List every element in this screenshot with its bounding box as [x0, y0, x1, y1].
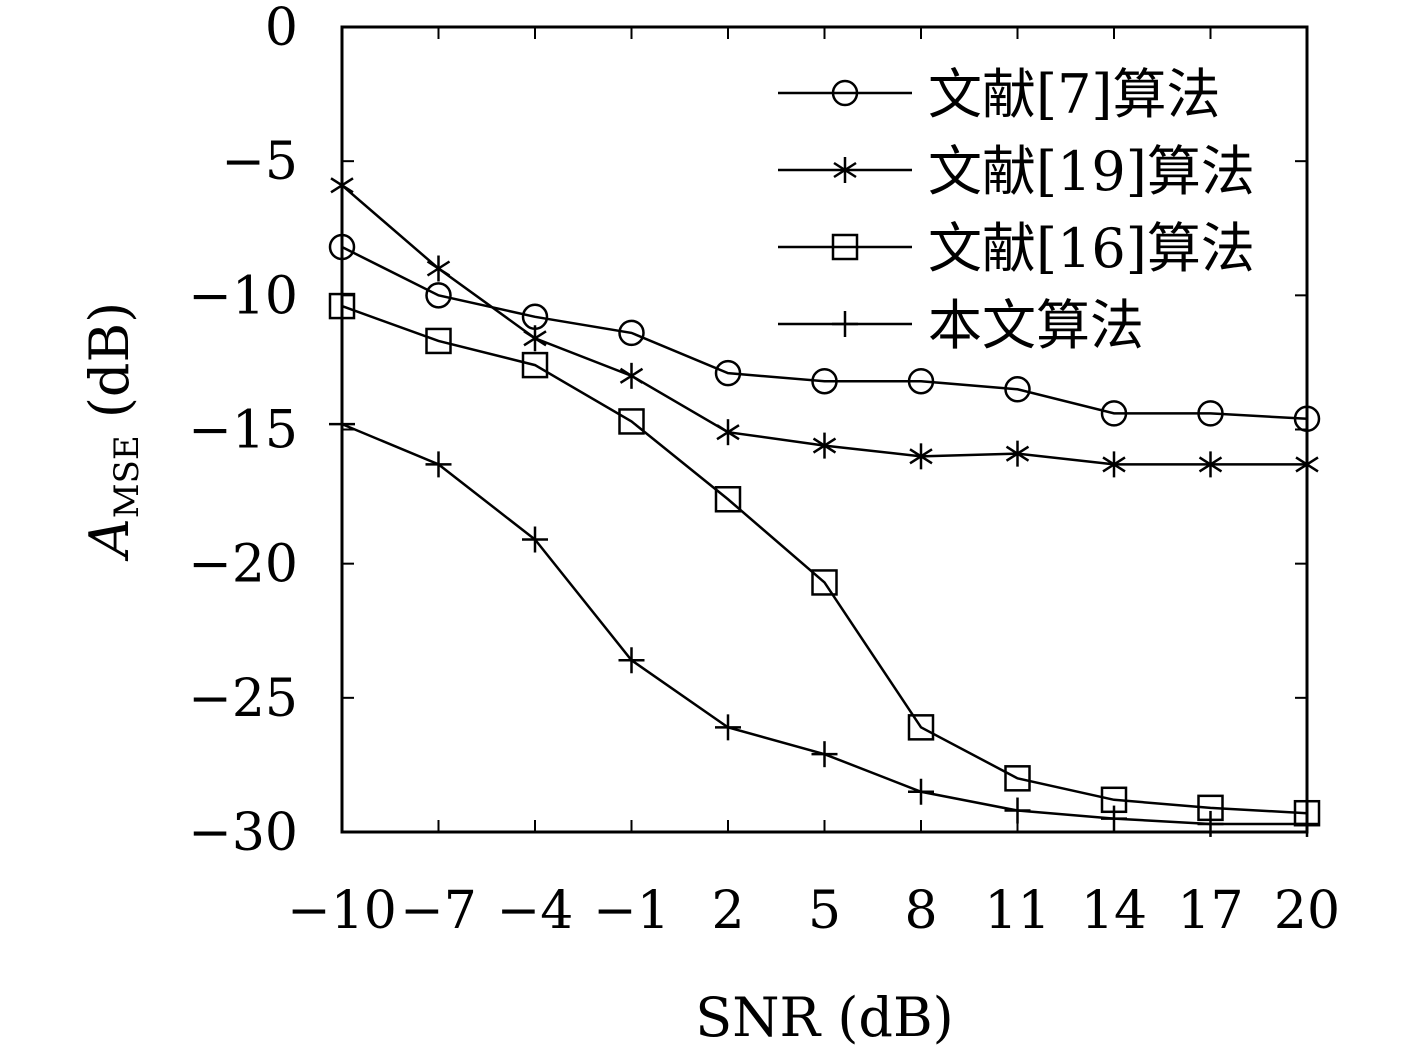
data-point	[522, 526, 548, 553]
data-point	[425, 282, 452, 309]
data-point	[425, 451, 452, 478]
y-tick-label: −5	[221, 132, 298, 192]
legend-label: 本文算法	[928, 294, 1144, 357]
data-point	[811, 741, 838, 768]
x-tick-label: 8	[904, 881, 937, 941]
series-line	[341, 304, 1308, 815]
y-tick-label: −15	[188, 401, 298, 461]
legend-marker	[833, 157, 857, 183]
y-tick-labels: 0 −5 −10 −15 −20 −25 −30	[188, 0, 298, 863]
data-point	[1005, 440, 1030, 467]
data-point	[1004, 765, 1031, 792]
legend-label: 文献[16]算法	[928, 217, 1255, 280]
y-axis-title-unit: (dB)	[78, 302, 141, 436]
data-point	[1198, 451, 1223, 478]
data-point	[523, 325, 547, 352]
data-point	[1004, 376, 1031, 403]
x-tick-label: −4	[497, 881, 574, 941]
data-point	[716, 419, 740, 446]
data-point	[907, 367, 935, 395]
data-point	[618, 319, 645, 347]
y-tick-label: −10	[188, 266, 298, 326]
series-line	[341, 245, 1308, 421]
x-tick-label: 20	[1274, 881, 1340, 941]
legend-entry: 文献[16]算法	[778, 217, 1255, 280]
data-point	[1102, 451, 1126, 478]
y-tick-label: −30	[188, 803, 298, 863]
x-tick-labels: −10 −7 −4 −1 2 5 8 11 14 17 20	[287, 881, 1340, 941]
data-point	[811, 367, 838, 395]
legend-marker	[832, 311, 858, 337]
data-point	[618, 647, 645, 674]
data-point	[1004, 797, 1031, 824]
legend-marker	[831, 233, 859, 261]
data-point	[714, 486, 742, 513]
data-point	[1197, 400, 1224, 427]
data-point	[907, 714, 935, 741]
data-point	[1100, 400, 1128, 427]
series-plus	[329, 411, 1320, 837]
x-tick-label: −10	[287, 881, 397, 941]
x-tick-label: −7	[400, 881, 477, 941]
data-point	[619, 362, 644, 389]
x-tick-label: 17	[1177, 881, 1243, 941]
y-axis-title: AMSE (dB)	[78, 302, 147, 563]
y-tick-label: −25	[188, 669, 298, 729]
x-tick-label: −1	[593, 881, 670, 941]
data-point	[425, 327, 452, 355]
data-point	[1101, 805, 1127, 832]
legend-entry: 文献[7]算法	[778, 63, 1221, 126]
legend-entry: 文献[19]算法	[778, 140, 1255, 203]
legend-label: 文献[7]算法	[928, 63, 1221, 126]
y-axis-title-base: A	[78, 518, 141, 562]
data-point	[618, 408, 645, 435]
data-point	[426, 255, 451, 282]
data-point	[521, 351, 549, 379]
legend-marker	[831, 79, 859, 107]
x-axis-title: SNR (dB)	[695, 986, 953, 1049]
series-group	[328, 172, 1321, 837]
data-point	[908, 778, 934, 805]
data-point	[811, 569, 838, 596]
y-axis-title-subscript: MSE	[107, 435, 147, 518]
data-point	[714, 359, 742, 387]
data-point	[812, 432, 837, 459]
x-tick-label: 14	[1081, 881, 1147, 941]
y-tick-label: 0	[265, 0, 298, 58]
x-tick-label: 2	[711, 881, 744, 941]
plot-frame	[340, 25, 1309, 834]
x-tick-label: 5	[808, 881, 841, 941]
legend-entry: 本文算法	[778, 294, 1144, 357]
x-tick-label: 11	[984, 881, 1050, 941]
data-point	[909, 443, 933, 470]
legend-label: 文献[19]算法	[928, 140, 1255, 203]
y-tick-label: −20	[188, 535, 298, 595]
data-point	[715, 714, 741, 741]
